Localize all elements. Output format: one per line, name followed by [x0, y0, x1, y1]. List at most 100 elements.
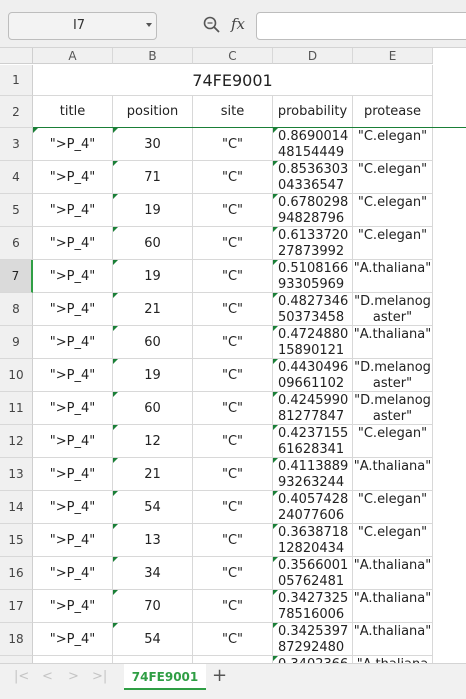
cell-title[interactable]	[33, 656, 113, 663]
cell-probability[interactable]: 0.3566001057624817	[273, 557, 353, 590]
cell-title[interactable]: ">P_4"	[33, 458, 113, 491]
column-title-cell[interactable]: position	[113, 96, 193, 128]
cell-title[interactable]: ">P_4"	[33, 590, 113, 623]
cell-site[interactable]: "C"	[193, 359, 273, 392]
cell-title[interactable]: ">P_4"	[33, 161, 113, 194]
cell-site[interactable]: "C"	[193, 227, 273, 260]
name-box[interactable]: I7	[8, 12, 157, 40]
cell-site[interactable]: "C"	[193, 623, 273, 656]
cell-title[interactable]: ">P_4"	[33, 326, 113, 359]
cell-position[interactable]: 19	[113, 359, 193, 392]
cell-probability[interactable]: 0.5108166933059692	[273, 260, 353, 293]
cell-protease[interactable]: "D.melanogaster"	[353, 392, 433, 425]
cell-title[interactable]: ">P_4"	[33, 359, 113, 392]
cell-site[interactable]: "C"	[193, 458, 273, 491]
cell-position[interactable]: 21	[113, 458, 193, 491]
cell-protease[interactable]: "C.elegan"	[353, 425, 433, 458]
row-header[interactable]: 11	[0, 392, 33, 425]
cell-protease[interactable]: "A.thaliana"	[353, 260, 433, 293]
row-header[interactable]: 19	[0, 656, 33, 663]
cell-position[interactable]: 21	[113, 293, 193, 326]
cell-site[interactable]: "C"	[193, 491, 273, 524]
cell-title[interactable]: ">P_4"	[33, 128, 113, 161]
cell-probability[interactable]: 0.6133720278739929	[273, 227, 353, 260]
cell-title[interactable]: ">P_4"	[33, 623, 113, 656]
cell-position[interactable]: 19	[113, 194, 193, 227]
row-header[interactable]: 4	[0, 161, 33, 194]
cell-position[interactable]: 30	[113, 128, 193, 161]
cell-protease[interactable]: "A.thaliana"	[353, 557, 433, 590]
cell-protease[interactable]: "C.elegan"	[353, 524, 433, 557]
cell-site[interactable]: "C"	[193, 392, 273, 425]
chevron-down-icon[interactable]	[146, 23, 152, 27]
cell-position[interactable]: 34	[113, 557, 193, 590]
cell-site[interactable]: "C"	[193, 161, 273, 194]
first-sheet-icon[interactable]: |<	[14, 669, 30, 684]
cell-site[interactable]	[193, 656, 273, 663]
cell-probability[interactable]: 0.4430496096611023	[273, 359, 353, 392]
cell-site[interactable]: "C"	[193, 425, 273, 458]
row-header[interactable]: 7	[0, 260, 33, 293]
cell-title[interactable]: ">P_4"	[33, 524, 113, 557]
row-header[interactable]: 18	[0, 623, 33, 656]
cell-probability[interactable]: 0.3425397872924804	[273, 623, 353, 656]
cell-protease[interactable]: "C.elegan"	[353, 491, 433, 524]
cell-position[interactable]: 54	[113, 623, 193, 656]
cell-probability[interactable]: 0.4827346503734588	[273, 293, 353, 326]
cell-site[interactable]: "C"	[193, 590, 273, 623]
row-header[interactable]: 17	[0, 590, 33, 623]
row-header[interactable]: 16	[0, 557, 33, 590]
cell-probability[interactable]: 0.6780298948287964	[273, 194, 353, 227]
cell-protease[interactable]: "C.elegan"	[353, 128, 433, 161]
cell-title[interactable]: ">P_4"	[33, 293, 113, 326]
cell-protease[interactable]: "A.thaliana	[353, 656, 433, 663]
cell-protease[interactable]: "C.elegan"	[353, 194, 433, 227]
column-title-cell[interactable]: probability	[273, 96, 353, 128]
cell-protease[interactable]: "A.thaliana"	[353, 590, 433, 623]
cell-site[interactable]: "C"	[193, 128, 273, 161]
cell-site[interactable]: "C"	[193, 194, 273, 227]
row-header[interactable]: 12	[0, 425, 33, 458]
cell-protease[interactable]: "A.thaliana"	[353, 326, 433, 359]
column-title-cell[interactable]: site	[193, 96, 273, 128]
select-all-corner[interactable]	[0, 48, 33, 64]
row-header[interactable]: 8	[0, 293, 33, 326]
cell-position[interactable]: 13	[113, 524, 193, 557]
cell-title[interactable]: ">P_4"	[33, 392, 113, 425]
row-header[interactable]: 5	[0, 194, 33, 227]
cell-title[interactable]: ">P_4"	[33, 227, 113, 260]
cell-site[interactable]: "C"	[193, 524, 273, 557]
add-sheet-icon[interactable]: +	[212, 665, 228, 686]
column-header-e[interactable]: E	[353, 48, 433, 64]
cell-site[interactable]: "C"	[193, 326, 273, 359]
formula-input[interactable]	[256, 12, 466, 40]
cell-probability[interactable]: 0.4057428240776062	[273, 491, 353, 524]
cell-site[interactable]: "C"	[193, 293, 273, 326]
row-header[interactable]: 3	[0, 128, 33, 161]
cell-protease[interactable]: "A.thaliana"	[353, 458, 433, 491]
cell-title[interactable]: ">P_4"	[33, 425, 113, 458]
column-header-d[interactable]: D	[273, 48, 353, 64]
cell-probability[interactable]: 0.4113889932632446	[273, 458, 353, 491]
cell-position[interactable]: 19	[113, 260, 193, 293]
cell-position[interactable]: 70	[113, 590, 193, 623]
cell-title[interactable]: ">P_4"	[33, 194, 113, 227]
cell-probability[interactable]: 0.4245990812778473	[273, 392, 353, 425]
next-sheet-icon[interactable]: >	[68, 669, 79, 684]
merged-title-cell[interactable]: 74FE9001	[33, 65, 433, 96]
cell-position[interactable]: 71	[113, 161, 193, 194]
cell-protease[interactable]: "D.melanogaster"	[353, 359, 433, 392]
row-header[interactable]: 1	[0, 65, 33, 96]
cell-protease[interactable]: "C.elegan"	[353, 227, 433, 260]
prev-sheet-icon[interactable]: <	[42, 669, 53, 684]
cell-probability[interactable]: 0.3427325785160064	[273, 590, 353, 623]
cell-probability[interactable]: 0.8690014481544495	[273, 128, 353, 161]
cell-probability[interactable]: 0.4724880158901214	[273, 326, 353, 359]
row-header[interactable]: 14	[0, 491, 33, 524]
cell-position[interactable]: 60	[113, 392, 193, 425]
cell-probability[interactable]: 0.8536303043365479	[273, 161, 353, 194]
cell-protease[interactable]: "D.melanogaster"	[353, 293, 433, 326]
cell-position[interactable]: 12	[113, 425, 193, 458]
column-header-b[interactable]: B	[113, 48, 193, 64]
cell-title[interactable]: ">P_4"	[33, 491, 113, 524]
